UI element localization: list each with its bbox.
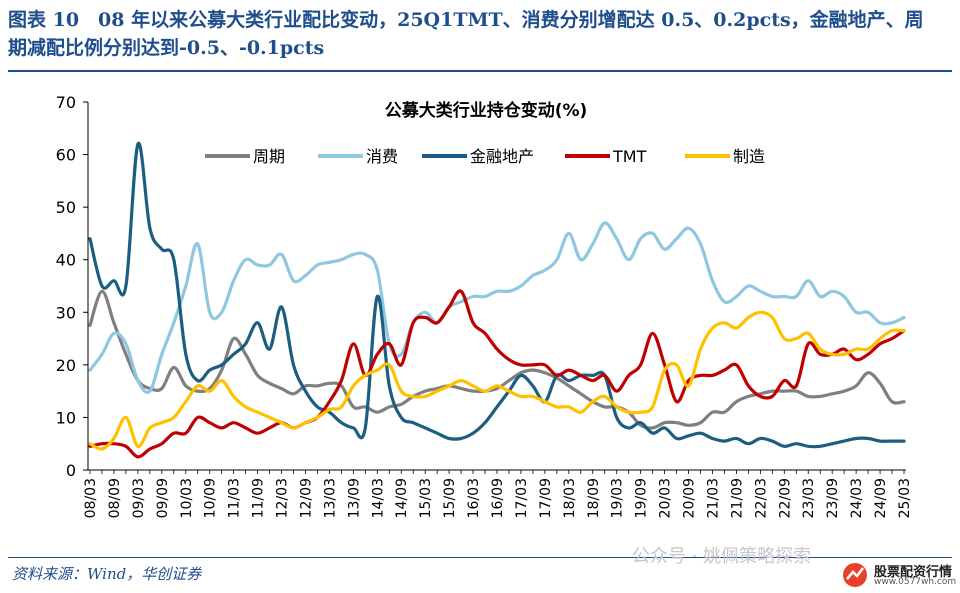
x-tick-label: 23/03 (801, 478, 817, 518)
x-tick-label: 14/03 (370, 478, 386, 518)
x-tick-label: 08/09 (107, 478, 123, 518)
x-tick-label: 24/03 (849, 478, 865, 518)
series-line-3 (88, 289, 906, 459)
x-tick-label: 10/09 (203, 478, 219, 518)
chart-title: 公募大类行业持仓变动(%) (385, 100, 588, 121)
legend-label-0: 周期 (253, 147, 285, 166)
x-tick-label: 18/03 (562, 478, 578, 518)
x-tick-label: 09/03 (131, 478, 147, 518)
x-tick-label: 17/09 (538, 478, 554, 518)
x-tick-label: 21/03 (705, 478, 721, 518)
x-tick-label: 15/09 (442, 478, 458, 518)
series-line-1 (88, 221, 906, 395)
x-tick-label: 11/09 (251, 478, 267, 518)
y-tick-label: 10 (56, 408, 76, 427)
x-tick-label: 16/09 (490, 478, 506, 518)
x-tick-label: 09/09 (155, 478, 171, 518)
x-tick-label: 13/09 (346, 478, 362, 518)
x-tick-label: 19/09 (634, 478, 650, 518)
x-tick-label: 16/03 (466, 478, 482, 518)
watermark: 公众号 · 姚佩策略探索 (632, 546, 812, 567)
x-tick-label: 22/03 (753, 478, 769, 518)
x-tick-label: 21/09 (729, 478, 745, 518)
x-tick-label: 20/09 (682, 478, 698, 518)
series-line-4 (88, 310, 906, 451)
brand-icon (843, 563, 867, 587)
legend-label-1: 消费 (366, 147, 398, 166)
y-tick-label: 60 (56, 146, 76, 165)
legend-label-3: TMT (612, 147, 647, 166)
line-chart: 公募大类行业持仓变动(%) 周期 消费 金融地产 TMT 制造 0 10 20 30 40 50 6… (56, 93, 913, 518)
chart-legend: 周期 消费 金融地产 TMT 制造 (205, 147, 765, 166)
brand-name: 股票配资行情 (874, 565, 953, 580)
y-tick-label: 30 (56, 303, 76, 322)
x-tick-label: 12/09 (298, 478, 314, 518)
chart-axes: 0 10 20 30 40 50 60 70 08/03 08/09 09/03 09/09 10/03… (56, 93, 913, 518)
source-note: 资料来源：Wind，华创证券 (12, 565, 202, 583)
x-tick-label: 20/03 (658, 478, 674, 518)
series-line-2 (88, 141, 906, 449)
brand-url: www.0577wh.com (874, 577, 957, 587)
x-tick-label: 24/09 (873, 478, 889, 518)
y-tick-label: 70 (56, 93, 76, 112)
x-tick-label: 25/03 (897, 478, 913, 518)
x-tick-label: 18/09 (586, 478, 602, 518)
brand-logo[interactable]: 股票配资行情 www.0577wh.com (840, 561, 958, 589)
title-divider (8, 70, 952, 72)
y-tick-label: 40 (56, 251, 76, 270)
x-tick-label: 12/03 (275, 478, 291, 518)
y-tick-label: 50 (56, 198, 76, 217)
x-tick-label: 22/09 (777, 478, 793, 518)
x-tick-label: 10/03 (179, 478, 195, 518)
x-tick-label: 11/03 (227, 478, 243, 518)
x-tick-label: 08/03 (83, 478, 99, 518)
x-tick-label: 15/03 (418, 478, 434, 518)
x-tick-label: 23/09 (825, 478, 841, 518)
y-tick-label: 20 (56, 356, 76, 375)
chart-series (88, 141, 906, 459)
x-tick-label: 14/09 (394, 478, 410, 518)
figure-title: 图表 10 08 年以来公募大类行业配比变动，25Q1TMT、消费分别增配达 0… (8, 9, 924, 59)
x-tick-label: 13/03 (322, 478, 338, 518)
legend-label-4: 制造 (733, 147, 765, 166)
y-tick-label: 0 (66, 461, 76, 480)
x-tick-label: 17/03 (514, 478, 530, 518)
source-divider (8, 557, 952, 558)
legend-label-2: 金融地产 (470, 147, 534, 166)
x-tick-label: 19/03 (610, 478, 626, 518)
